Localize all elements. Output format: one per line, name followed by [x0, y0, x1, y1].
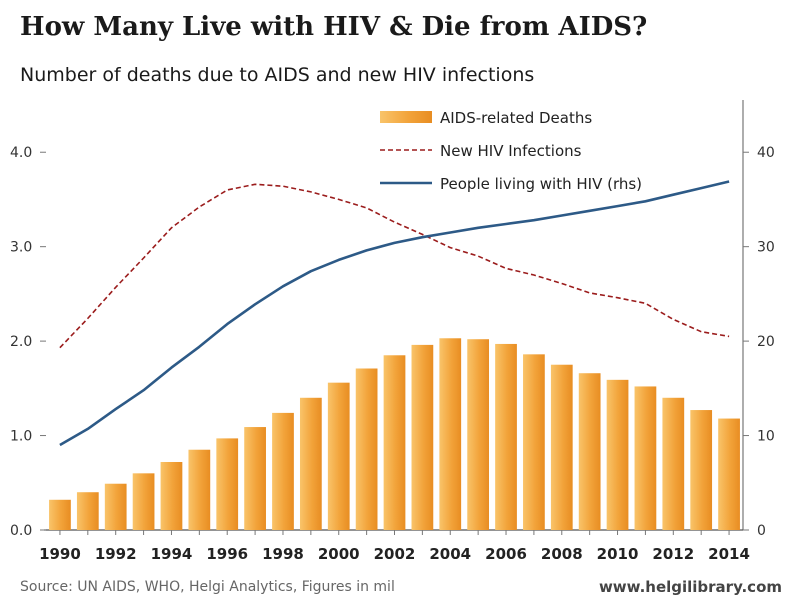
right-axis-tick-label: 20: [757, 334, 775, 350]
bar: [383, 355, 406, 530]
bar: [76, 492, 99, 530]
bar: [49, 499, 71, 530]
right-axis-tick-label: 10: [757, 429, 775, 445]
bar: [718, 418, 740, 530]
bar: [690, 410, 713, 530]
x-axis-tick-label: 2014: [708, 545, 750, 563]
chart-title: How Many Live with HIV & Die from AIDS?: [20, 12, 648, 42]
x-axis-tick-label: 2002: [374, 545, 416, 563]
source-note: Source: UN AIDS, WHO, Helgi Analytics, F…: [20, 579, 395, 595]
bar: [244, 427, 266, 530]
bar: [495, 343, 517, 530]
bar: [216, 438, 239, 530]
people-living-with-hiv-line: [59, 180, 730, 447]
x-axis-tick-label: 2004: [429, 545, 471, 563]
bar: [104, 483, 127, 530]
bar: [439, 338, 462, 530]
bar: [411, 344, 434, 530]
bar: [132, 473, 155, 530]
bar: [272, 412, 294, 530]
right-axis-tick-label: 40: [757, 145, 775, 161]
x-axis-tick-label: 2010: [597, 545, 639, 563]
x-axis-tick-label: 1994: [151, 545, 193, 563]
x-axis-tick-label: 1992: [95, 545, 137, 563]
left-axis-tick-label: 3.0: [10, 240, 32, 256]
left-axis-tick-label: 2.0: [10, 334, 32, 350]
website-link[interactable]: www.helgilibrary.com: [598, 578, 782, 596]
legend-label-deaths: AIDS-related Deaths: [440, 109, 592, 127]
x-axis-tick-label: 1990: [39, 545, 81, 563]
legend: AIDS-related Deaths New HIV Infections Peo…: [380, 109, 642, 193]
x-axis-tick-label: 2006: [485, 545, 527, 563]
bar: [299, 397, 322, 530]
bar: [467, 339, 490, 530]
x-axis-tick-label: 1998: [262, 545, 304, 563]
x-axis-tick-label: 2012: [652, 545, 694, 563]
bar: [662, 397, 685, 530]
x-axis-tick-label: 1996: [206, 545, 248, 563]
bar: [550, 364, 573, 530]
legend-swatch-deaths: [380, 111, 432, 123]
bar: [523, 354, 545, 530]
axes: 0.0 1.0 2.0 3.0 4.0 0 10 20 30 40 1990 1992 1994 1996…: [10, 145, 775, 563]
bar: [188, 449, 211, 530]
right-axis-tick-label: 30: [757, 240, 775, 256]
legend-label-living: People living with HIV (rhs): [440, 175, 642, 193]
x-axis-tick-label: 2000: [318, 545, 360, 563]
bar-series: [49, 338, 740, 530]
legend-label-infections: New HIV Infections: [440, 142, 582, 160]
bar: [160, 462, 183, 530]
left-axis-tick-label: 0.0: [10, 523, 32, 539]
chart-subtitle: Number of deaths due to AIDS and new HIV…: [20, 64, 535, 86]
bar: [327, 382, 350, 530]
new-hiv-infections-line: [59, 183, 730, 349]
left-axis-tick-label: 1.0: [10, 429, 32, 445]
bar: [606, 379, 629, 530]
x-axis-tick-label: 2008: [541, 545, 583, 563]
right-axis-tick-label: 0: [757, 523, 766, 539]
left-axis-tick-label: 4.0: [10, 145, 32, 161]
bar: [634, 386, 657, 530]
line-series: [59, 180, 730, 447]
bar: [355, 368, 378, 530]
bar: [578, 373, 601, 530]
